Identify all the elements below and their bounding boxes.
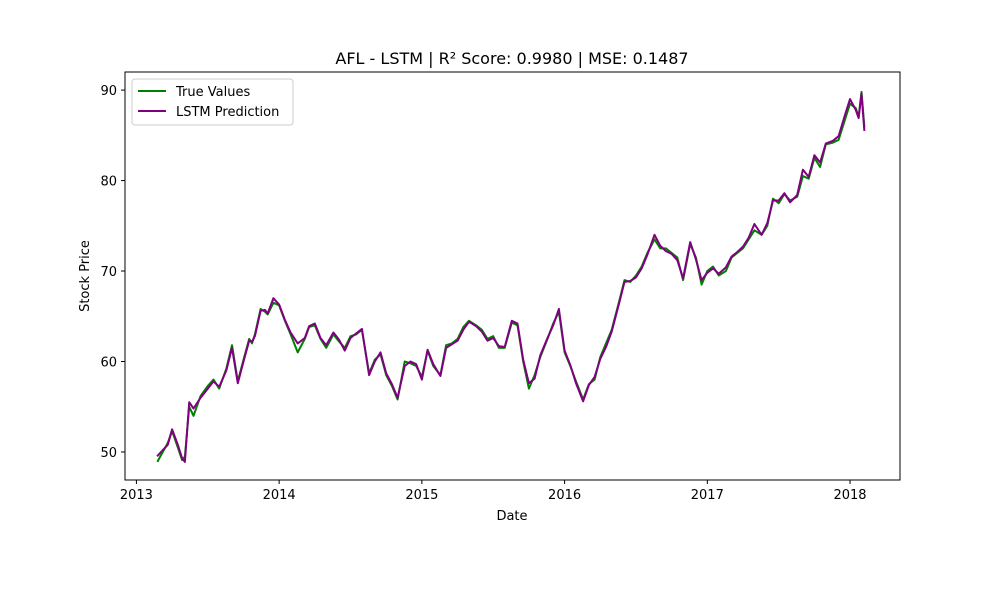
x-tick-label: 2017 (691, 488, 724, 503)
x-tick-label: 2016 (548, 488, 581, 503)
x-tick-label: 2013 (120, 488, 153, 503)
y-tick-label: 60 (100, 355, 117, 370)
plot-area-frame (124, 71, 901, 481)
y-tick-label: 80 (100, 175, 117, 190)
y-axis: 50 60 70 80 90 (100, 84, 125, 461)
legend-box (131, 78, 294, 126)
legend-label-true-values: True Values (175, 85, 250, 100)
y-axis-label: Stock Price (78, 240, 93, 312)
x-tick-label: 2014 (263, 488, 296, 503)
series-line-lstm-prediction (156, 92, 866, 463)
legend: True Values LSTM Prediction (131, 78, 294, 126)
x-tick-label: 2018 (833, 488, 866, 503)
y-tick-label: 70 (100, 265, 117, 280)
chart-title: AFL - LSTM | R² Score: 0.9980 | MSE: 0.1… (335, 49, 688, 68)
y-tick-label: 50 (100, 446, 117, 461)
series-layer (156, 90, 866, 463)
x-tick-label: 2015 (405, 488, 438, 503)
x-axis: 2013 2014 2015 2016 2017 2018 (120, 480, 867, 503)
legend-label-lstm-prediction: LSTM Prediction (176, 105, 279, 120)
x-axis-label: Date (496, 509, 527, 524)
y-tick-label: 90 (100, 84, 117, 99)
